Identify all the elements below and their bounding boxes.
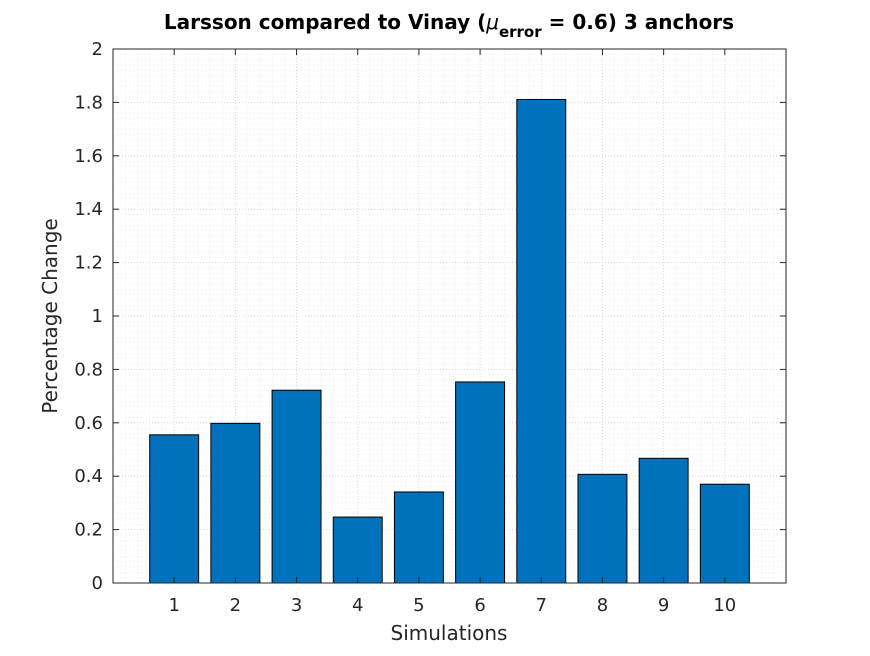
chart-title: Larsson compared to Vinay (μerror = 0.6)…	[164, 10, 734, 41]
y-tick-label: 2	[92, 39, 103, 60]
chart-title-mu: μ	[485, 10, 499, 34]
y-tick-label: 0.6	[74, 413, 103, 434]
bar-simulation-4	[332, 516, 383, 584]
x-tick-label: 4	[352, 595, 363, 616]
bar-simulation-7	[516, 98, 567, 584]
y-axis-label: Percentage Change	[38, 218, 62, 413]
bar-simulation-1	[149, 434, 200, 584]
bar-simulation-3	[271, 389, 322, 584]
x-tick-label: 9	[658, 595, 669, 616]
bar-simulation-8	[577, 473, 628, 584]
x-tick-label: 7	[536, 595, 547, 616]
y-tick-label: 1.8	[74, 92, 103, 113]
bar-simulation-6	[455, 381, 506, 584]
bar-simulation-5	[393, 491, 444, 584]
chart-title-subscript: error	[499, 23, 542, 41]
x-tick-label: 2	[230, 595, 241, 616]
y-tick-label: 0.8	[74, 359, 103, 380]
x-tick-label: 8	[597, 595, 608, 616]
chart-title-prefix: Larsson compared to Vinay (	[164, 10, 486, 34]
bar-simulation-10	[699, 483, 750, 584]
y-tick-label: 0	[92, 573, 103, 594]
ticks-layer: 0 0.2 0.4 0.6 0.8 1 1.2 1.4 1.6 1.8 2 1 2 3 4 5 6 7 8 9 10	[74, 39, 786, 616]
y-tick-label: 1.6	[74, 146, 103, 167]
x-tick-label: 5	[413, 595, 424, 616]
x-tick-label: 3	[291, 595, 302, 616]
x-axis-label: Simulations	[391, 621, 508, 645]
bar-simulation-9	[638, 457, 689, 584]
x-tick-label: 6	[474, 595, 485, 616]
y-tick-label: 0.4	[74, 466, 103, 487]
bars-layer	[149, 98, 750, 584]
y-tick-label: 1.4	[74, 199, 103, 220]
x-tick-label: 10	[713, 595, 736, 616]
y-tick-label: 1.2	[74, 253, 103, 274]
y-tick-label: 0.2	[74, 520, 103, 541]
x-tick-label: 1	[168, 595, 179, 616]
y-tick-label: 1	[92, 306, 103, 327]
bar-simulation-2	[210, 422, 261, 584]
chart-title-suffix: = 0.6) 3 anchors	[542, 10, 734, 34]
